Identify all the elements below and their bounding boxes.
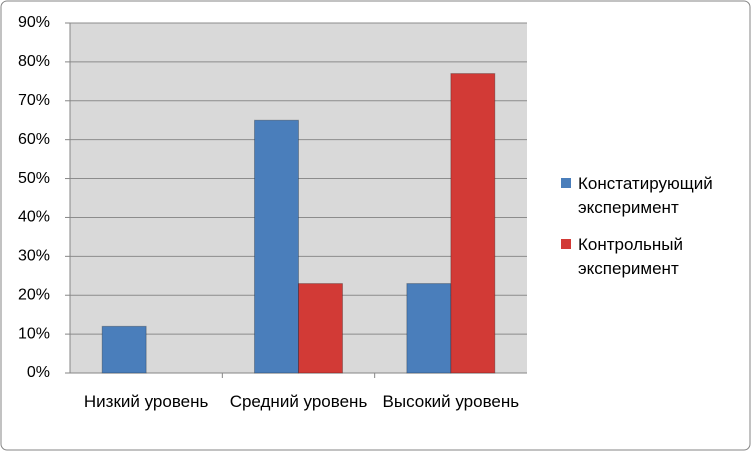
y-tick-label: 60% bbox=[18, 131, 50, 148]
x-tick-label: Низкий уровень bbox=[83, 392, 209, 411]
y-tick-label: 0% bbox=[27, 364, 50, 381]
bar bbox=[450, 73, 496, 374]
y-tick-label: 80% bbox=[18, 53, 50, 70]
y-tick-label: 70% bbox=[18, 92, 50, 109]
y-tick-label: 30% bbox=[18, 248, 50, 265]
y-tick-label: 90% bbox=[18, 14, 50, 31]
x-tick-label: Высокий уровень bbox=[382, 392, 520, 411]
y-tick-label: 10% bbox=[18, 325, 50, 342]
y-tick-label: 20% bbox=[18, 286, 50, 303]
legend-swatch bbox=[561, 239, 571, 249]
bar bbox=[254, 119, 299, 374]
legend-swatch bbox=[561, 178, 571, 188]
legend-label: Контрольный эксперимент bbox=[578, 235, 683, 278]
bar bbox=[406, 283, 452, 374]
bar bbox=[101, 325, 147, 374]
y-tick-label: 40% bbox=[18, 209, 50, 226]
y-tick-label: 50% bbox=[18, 170, 50, 187]
bar bbox=[298, 283, 343, 374]
x-tick-label: Средний уровень bbox=[229, 392, 368, 411]
legend-label: Констатирующий эксперимент bbox=[578, 174, 713, 217]
